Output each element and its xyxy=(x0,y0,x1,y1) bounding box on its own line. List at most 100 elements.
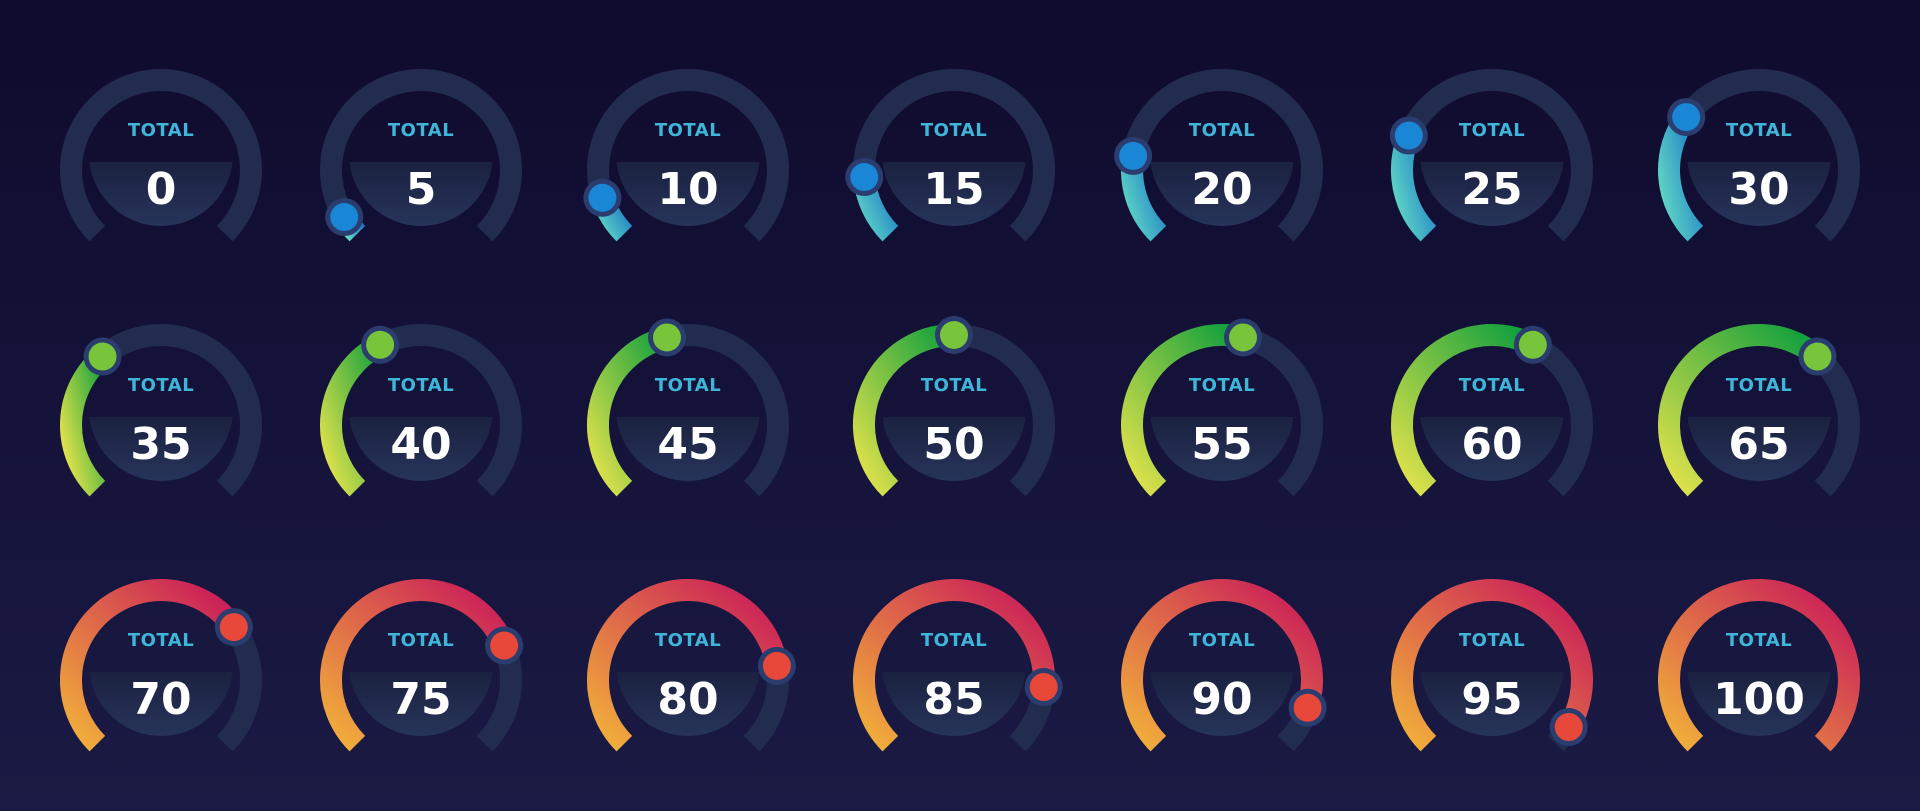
gauge-knob xyxy=(1029,673,1058,702)
gauge-dial xyxy=(1420,162,1564,226)
gauge-label: TOTAL xyxy=(128,630,194,651)
gauge-knob xyxy=(762,651,791,680)
gauge-label: TOTAL xyxy=(1726,375,1792,396)
gauge-70: TOTAL 70 xyxy=(60,579,262,752)
gauge-knob xyxy=(588,183,617,212)
gauge-dial xyxy=(1150,417,1294,481)
gauge-label: TOTAL xyxy=(655,120,721,141)
gauge-15: TOTAL 15 xyxy=(845,69,1055,242)
gauge-5: TOTAL 5 xyxy=(320,69,522,242)
gauge-progress-arc xyxy=(1657,323,1825,497)
gauge-dial xyxy=(1687,417,1831,481)
gauge-value: 35 xyxy=(130,419,191,470)
gauge-knob xyxy=(366,330,395,359)
gauge-dial xyxy=(882,417,1026,481)
gauge-value: 40 xyxy=(390,419,451,470)
gauge-40: TOTAL 40 xyxy=(320,324,522,497)
gauge-100: TOTAL 100 xyxy=(1658,579,1860,752)
gauge-knob xyxy=(330,203,359,232)
gauge-value: 70 xyxy=(130,674,191,725)
gauge-label: TOTAL xyxy=(655,375,721,396)
gauge-progress-arc xyxy=(1391,324,1538,497)
gauge-knob xyxy=(1803,342,1832,371)
gauge-label: TOTAL xyxy=(388,630,454,651)
gauge-label: TOTAL xyxy=(1189,630,1255,651)
gauge-knob xyxy=(1394,121,1423,150)
gauge-label: TOTAL xyxy=(655,630,721,651)
gauge-progress-arc xyxy=(587,579,788,752)
gauge-dial xyxy=(349,672,493,736)
gauge-value: 90 xyxy=(1191,674,1252,725)
gauge-label: TOTAL xyxy=(1189,375,1255,396)
gauge-value: 20 xyxy=(1191,164,1252,215)
gauge-50: TOTAL 50 xyxy=(853,316,1055,497)
gauge-value: 45 xyxy=(657,419,718,470)
gauge-knob xyxy=(88,342,117,371)
gauge-knob xyxy=(1119,141,1148,170)
gauge-dial xyxy=(349,417,493,481)
gauge-95: TOTAL 95 xyxy=(1391,579,1593,752)
gauge-knob xyxy=(940,321,968,349)
gauge-value: 95 xyxy=(1461,674,1522,725)
gauge-75: TOTAL 75 xyxy=(320,579,524,752)
gauge-30: TOTAL 30 xyxy=(1658,69,1860,242)
gauge-progress-arc xyxy=(320,335,386,497)
gauge-knob xyxy=(490,631,519,660)
gauge-knob xyxy=(850,163,879,192)
gauge-value: 25 xyxy=(1461,164,1522,215)
gauge-knob xyxy=(1554,713,1583,742)
gauge-value: 75 xyxy=(390,674,451,725)
gauge-dial xyxy=(616,672,760,736)
gauge-dial xyxy=(349,162,493,226)
gauge-value: 60 xyxy=(1461,419,1522,470)
gauge-dial xyxy=(882,672,1026,736)
gauge-25: TOTAL 25 xyxy=(1389,69,1593,242)
gauge-progress-arc xyxy=(320,579,515,752)
gauge-dial xyxy=(89,672,233,736)
gauge-value: 50 xyxy=(923,419,984,470)
gauge-label: TOTAL xyxy=(1726,120,1792,141)
gauge-progress-arc xyxy=(60,579,243,752)
gauge-dial xyxy=(616,417,760,481)
gauge-label: TOTAL xyxy=(388,120,454,141)
gauge-label: TOTAL xyxy=(128,120,194,141)
gauge-dial xyxy=(1420,417,1564,481)
gauge-label: TOTAL xyxy=(1726,630,1792,651)
gauge-progress-arc xyxy=(587,326,670,497)
gauge-label: TOTAL xyxy=(388,375,454,396)
gauge-value: 30 xyxy=(1728,164,1789,215)
gauge-45: TOTAL 45 xyxy=(587,318,789,497)
gauge-dial xyxy=(1420,672,1564,736)
gauge-dial xyxy=(1150,162,1294,226)
gauge-value: 5 xyxy=(406,164,437,215)
gauge-value: 85 xyxy=(923,674,984,725)
gauge-knob xyxy=(652,323,681,352)
gauge-label: TOTAL xyxy=(128,375,194,396)
gauge-progress-arc xyxy=(1391,579,1593,752)
gauge-dial xyxy=(89,162,233,226)
gauge-knob xyxy=(1672,103,1701,132)
gauge-60: TOTAL 60 xyxy=(1391,324,1593,497)
gauge-label: TOTAL xyxy=(921,630,987,651)
gauge-90: TOTAL 90 xyxy=(1121,579,1327,752)
gauge-dial xyxy=(616,162,760,226)
gauge-knob xyxy=(1229,323,1258,352)
gauge-value: 55 xyxy=(1191,419,1252,470)
gauge-label: TOTAL xyxy=(921,120,987,141)
gauge-track xyxy=(320,69,522,242)
gauge-label: TOTAL xyxy=(921,375,987,396)
gauge-label: TOTAL xyxy=(1459,630,1525,651)
gauge-55: TOTAL 55 xyxy=(1121,318,1323,497)
gauge-progress-arc xyxy=(60,348,110,497)
gauge-20: TOTAL 20 xyxy=(1114,69,1323,242)
gauge-track xyxy=(60,69,262,242)
gauge-progress-arc xyxy=(1658,579,1860,752)
gauge-dial xyxy=(882,162,1026,226)
gauge-value: 0 xyxy=(146,164,177,215)
gauge-progress-arc xyxy=(853,324,955,497)
gauge-dial xyxy=(1687,672,1831,736)
gauge-progress-arc xyxy=(1121,324,1246,497)
gauge-85: TOTAL 85 xyxy=(853,579,1063,752)
gauge-knob xyxy=(1518,330,1547,359)
